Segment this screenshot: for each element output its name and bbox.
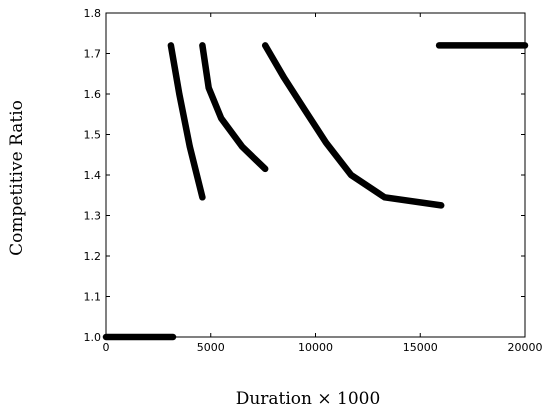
x-tick-label: 10000	[298, 341, 333, 354]
x-tick-label: 20000	[508, 341, 543, 354]
x-tick-label: 15000	[403, 341, 438, 354]
y-tick-label: 1.7	[84, 48, 102, 61]
series-line-3	[199, 42, 269, 173]
y-tick-label: 1.1	[84, 291, 102, 304]
series-layer	[102, 42, 529, 341]
y-tick-label: 1.0	[84, 331, 102, 344]
x-axis-title: Duration × 1000	[236, 389, 381, 409]
series-line-2	[167, 42, 206, 201]
x-tick-label: 5000	[197, 341, 225, 354]
series-line-4	[261, 42, 445, 209]
y-tick-label: 1.2	[84, 250, 102, 263]
y-axis-title: Competitive Ratio	[7, 100, 27, 256]
y-tick-label: 1.8	[84, 7, 102, 20]
plot-frame	[105, 12, 526, 338]
ticks-layer: 0 5000 10000 15000 20000 1.0 1.1 1.2 1.3 1.4 1.5 1.…	[84, 7, 543, 354]
x-tick-label: 0	[103, 341, 110, 354]
y-tick-label: 1.4	[84, 169, 102, 182]
y-tick-label: 1.6	[84, 88, 102, 101]
y-tick-label: 1.3	[84, 210, 102, 223]
y-tick-label: 1.5	[84, 129, 102, 142]
